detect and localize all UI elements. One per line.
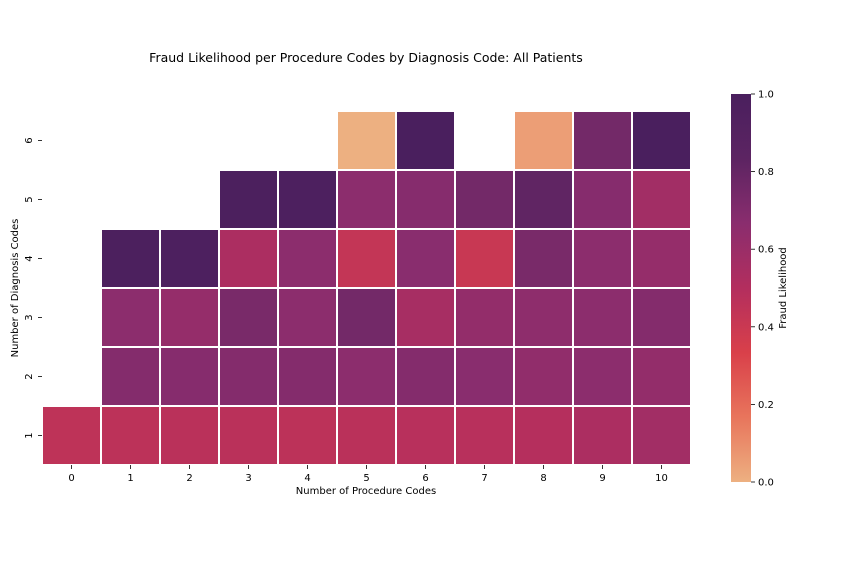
- colorbar-tick-label: 0.8: [758, 167, 774, 178]
- y-tick-label: 5: [24, 196, 35, 202]
- heatmap-cell-d3-p10: [631, 287, 692, 348]
- colorbar: 0.0 0.2 0.4 0.6 0.8 1.0: [731, 90, 774, 489]
- heatmap-cell-d4-p9: [572, 228, 633, 289]
- heatmap-cell-d1-p0: [41, 405, 102, 466]
- heatmap-cell-d2-p2: [159, 346, 220, 407]
- heatmap-cell-d5-p4: [277, 169, 338, 230]
- heatmap-cell-d2-p1: [100, 346, 161, 407]
- x-tick-label: 10: [655, 473, 668, 484]
- heatmap-cell-d6-p6: [395, 110, 456, 171]
- colorbar-tick-label: 0.4: [758, 322, 774, 333]
- heatmap-cell-d4-p7: [454, 228, 515, 289]
- colorbar-tick-label: 0.0: [758, 478, 774, 489]
- heatmap-cell-d3-p5: [336, 287, 397, 348]
- y-tick-label: 3: [24, 314, 35, 320]
- colorbar-label: Fraud Likelihood: [778, 247, 789, 329]
- heatmap-cell-d5-p5: [336, 169, 397, 230]
- x-tick-label: 8: [540, 473, 546, 484]
- heatmap-cell-d2-p5: [336, 346, 397, 407]
- heatmap-cell-d5-p9: [572, 169, 633, 230]
- colorbar-tick-label: 0.6: [758, 245, 774, 256]
- x-tick-label: 7: [481, 473, 487, 484]
- heatmap-cell-d5-p7: [454, 169, 515, 230]
- heatmap-cell-d4-p6: [395, 228, 456, 289]
- heatmap-cell-d4-p10: [631, 228, 692, 289]
- heatmap-cell-d1-p4: [277, 405, 338, 466]
- x-tick-label: 6: [422, 473, 428, 484]
- x-axis: 0 1 2 3 4 5 6 7 8 9 10: [68, 465, 668, 484]
- heatmap-cell-d3-p7: [454, 287, 515, 348]
- heatmap-cell-d1-p2: [159, 405, 220, 466]
- x-axis-label: Number of Procedure Codes: [296, 486, 436, 497]
- heatmap-cell-d5-p3: [218, 169, 279, 230]
- heatmap-cell-d3-p3: [218, 287, 279, 348]
- chart-title: Fraud Likelihood per Procedure Codes by …: [149, 50, 583, 65]
- heatmap-cell-d3-p4: [277, 287, 338, 348]
- heatmap-cell-d3-p8: [513, 287, 574, 348]
- heatmap-cell-d1-p1: [100, 405, 161, 466]
- heatmap-cell-d1-p6: [395, 405, 456, 466]
- heatmap-cell-d3-p6: [395, 287, 456, 348]
- y-tick-label: 1: [24, 432, 35, 438]
- heatmap-cells: [41, 110, 692, 466]
- heatmap-cell-d5-p6: [395, 169, 456, 230]
- heatmap-cell-d4-p3: [218, 228, 279, 289]
- heatmap-cell-d1-p7: [454, 405, 515, 466]
- heatmap-cell-d4-p4: [277, 228, 338, 289]
- heatmap-cell-d1-p10: [631, 405, 692, 466]
- y-axis-label: Number of Diagnosis Codes: [10, 219, 21, 358]
- y-axis: 6 5 4 3 2 1: [24, 137, 42, 439]
- heatmap-cell-d4-p1: [100, 228, 161, 289]
- heatmap-cell-d5-p10: [631, 169, 692, 230]
- heatmap-cell-d1-p8: [513, 405, 574, 466]
- heatmap-cell-d2-p10: [631, 346, 692, 407]
- y-tick-label: 4: [24, 255, 35, 261]
- heatmap-cell-d2-p9: [572, 346, 633, 407]
- colorbar-gradient: [731, 94, 751, 482]
- heatmap-cell-d2-p6: [395, 346, 456, 407]
- heatmap-cell-d4-p5: [336, 228, 397, 289]
- heatmap-cell-d3-p2: [159, 287, 220, 348]
- x-tick-label: 5: [363, 473, 369, 484]
- heatmap-cell-d5-p8: [513, 169, 574, 230]
- heatmap-cell-d2-p3: [218, 346, 279, 407]
- heatmap-cell-d6-p9: [572, 110, 633, 171]
- heatmap-cell-d1-p5: [336, 405, 397, 466]
- heatmap-cell-d3-p9: [572, 287, 633, 348]
- y-tick-label: 6: [24, 137, 35, 143]
- heatmap-cell-d2-p4: [277, 346, 338, 407]
- heatmap-cell-d2-p8: [513, 346, 574, 407]
- heatmap-cell-d6-p8: [513, 110, 574, 171]
- heatmap-cell-d3-p1: [100, 287, 161, 348]
- heatmap-cell-d1-p9: [572, 405, 633, 466]
- heatmap-cell-d6-p10: [631, 110, 692, 171]
- colorbar-tick-label: 1.0: [758, 90, 774, 101]
- heatmap-cell-d6-p5: [336, 110, 397, 171]
- heatmap-cell-d2-p7: [454, 346, 515, 407]
- y-tick-label: 2: [24, 373, 35, 379]
- colorbar-tick-label: 0.2: [758, 400, 774, 411]
- heatmap-cell-d4-p2: [159, 228, 220, 289]
- heatmap-cell-d4-p8: [513, 228, 574, 289]
- x-tick-label: 1: [127, 473, 133, 484]
- heatmap-cell-d1-p3: [218, 405, 279, 466]
- x-tick-label: 9: [599, 473, 605, 484]
- x-tick-label: 0: [68, 473, 74, 484]
- x-tick-label: 3: [245, 473, 251, 484]
- x-tick-label: 2: [186, 473, 192, 484]
- x-tick-label: 4: [304, 473, 310, 484]
